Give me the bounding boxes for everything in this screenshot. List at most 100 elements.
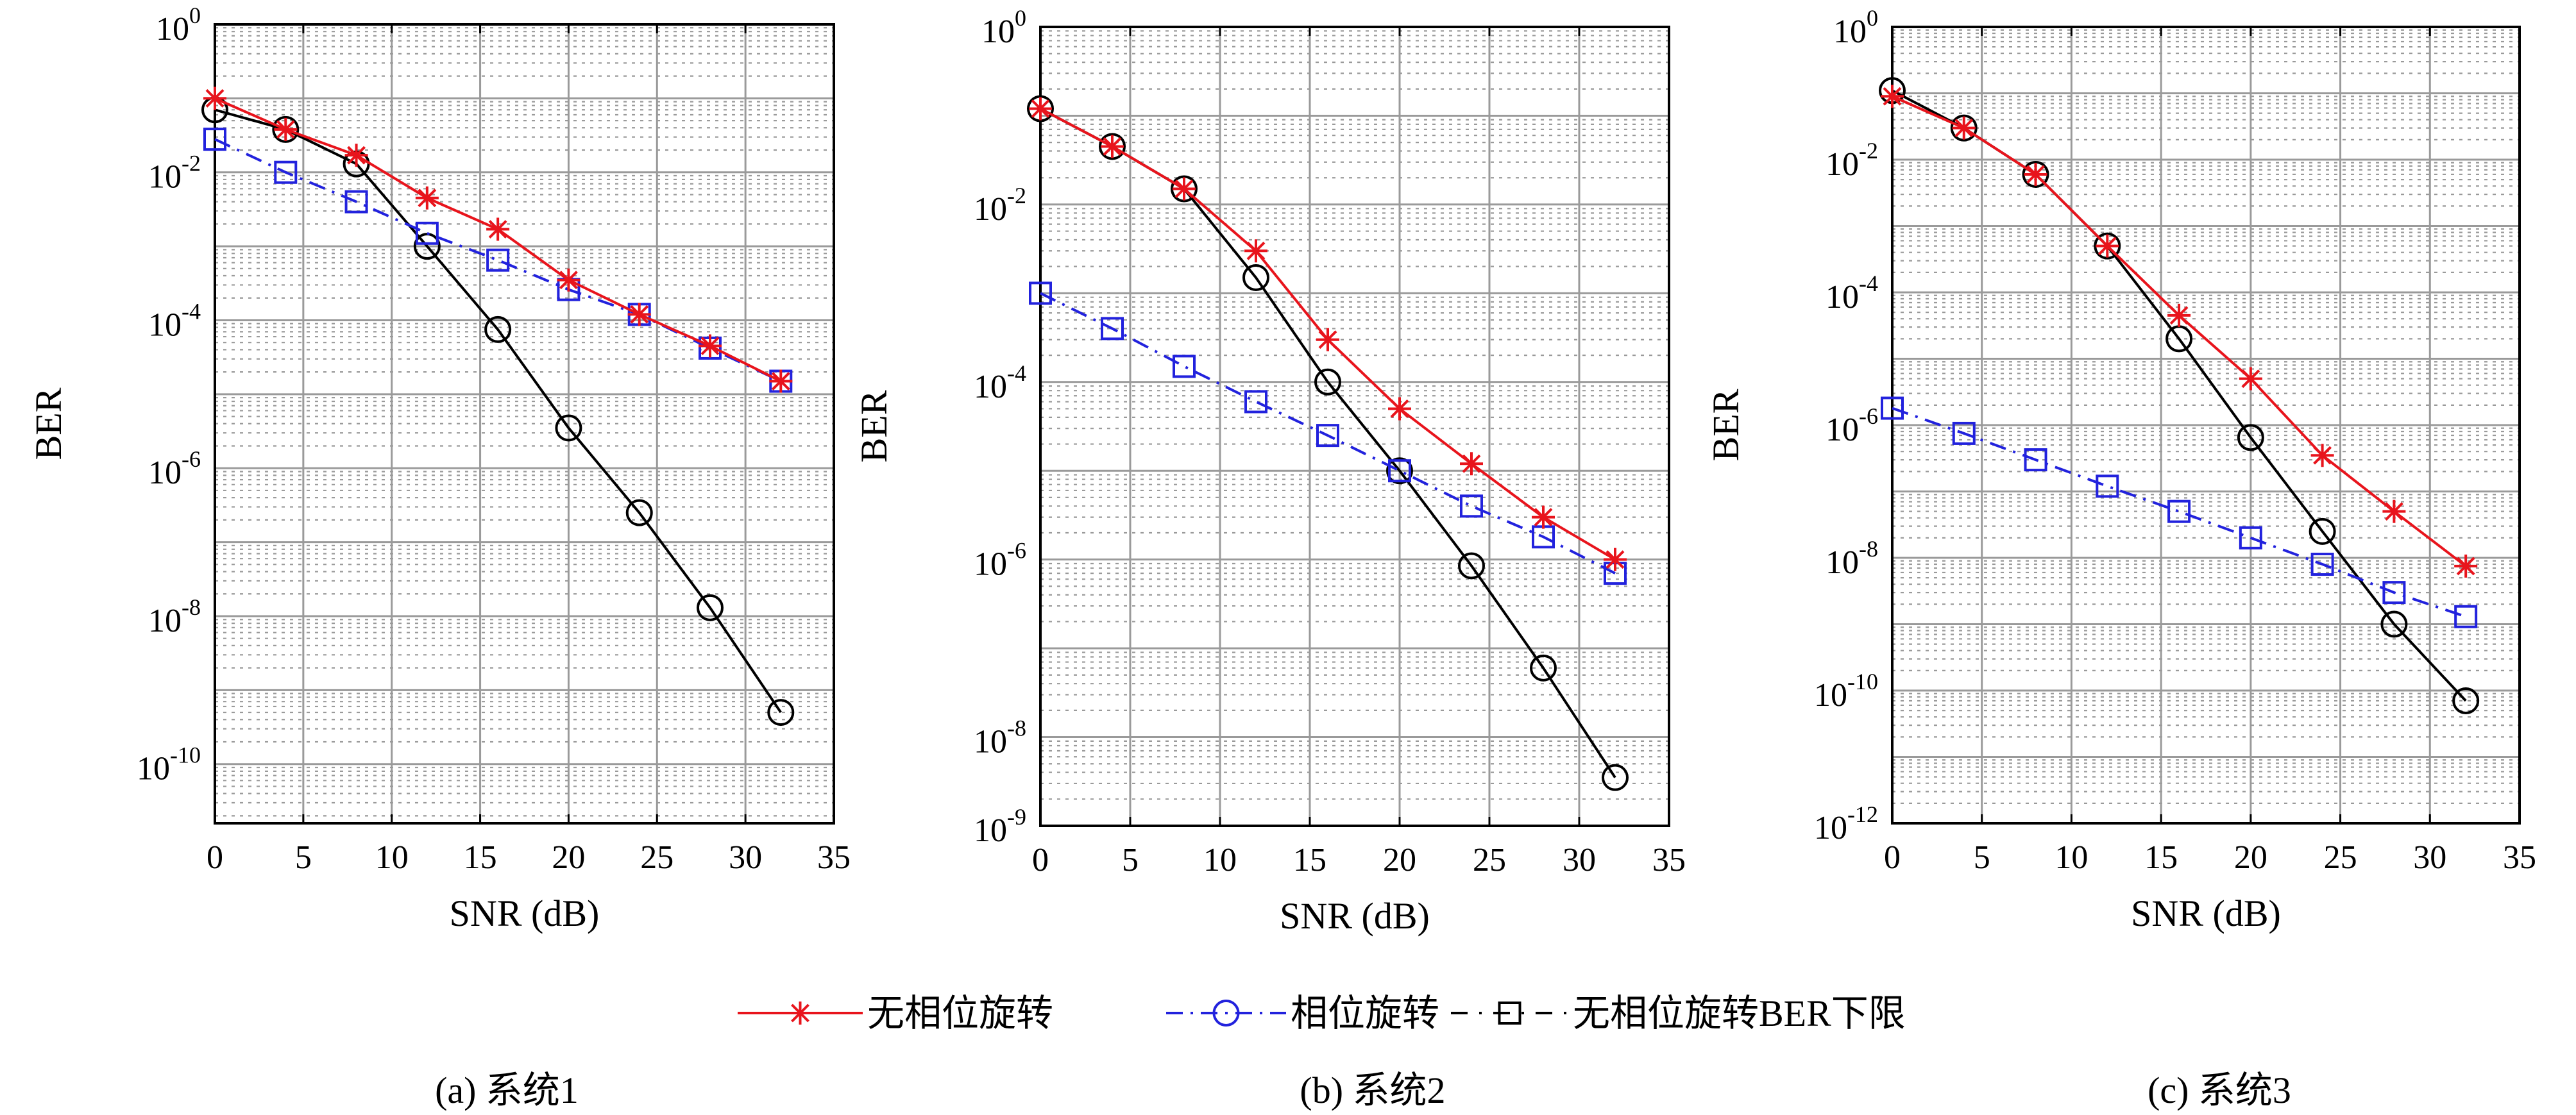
data-point — [203, 87, 226, 110]
data-point — [1027, 95, 1054, 122]
data-point — [1099, 133, 1126, 160]
y-tick-label: 10-8 — [148, 594, 201, 639]
data-point — [1460, 452, 1483, 476]
x-axis-label: SNR (dB) — [450, 893, 600, 934]
y-tick-label: 100 — [1833, 5, 1878, 50]
y-axis-label: BER — [853, 390, 895, 462]
chart-panel-2: 0 5 10 15 20 25 30 35 100 10-2 10-4 10-6 10-8 10-9 SNR… — [853, 5, 1686, 1111]
data-point — [1316, 424, 1339, 448]
y-tick-label: 10-12 — [1814, 801, 1878, 846]
x-tick-label: 15 — [1293, 842, 1326, 878]
data-point — [2380, 610, 2408, 638]
series-bound — [1879, 77, 2480, 715]
x-axis-label: SNR (dB) — [1280, 895, 1430, 937]
data-point — [2309, 517, 2336, 545]
data-point — [1881, 396, 1904, 420]
series-rotation — [1029, 281, 1627, 585]
x-tick-label: 25 — [1473, 842, 1506, 878]
data-point — [1386, 457, 1413, 485]
series-rotation — [1881, 396, 2478, 628]
x-tick-label: 10 — [375, 839, 409, 876]
legend-marker — [1212, 1000, 1240, 1027]
data-point — [486, 217, 510, 241]
x-tick-label: 25 — [640, 839, 674, 876]
grid — [1039, 26, 1670, 827]
data-point — [1029, 97, 1052, 121]
plot-frame — [214, 23, 835, 825]
panel-caption: (b) 系统2 — [1300, 1069, 1445, 1111]
data-point — [1950, 114, 1978, 142]
data-point — [2024, 448, 2047, 472]
legend-item-no-rotation: 无相位旋转 — [738, 993, 1053, 1034]
data-point — [2094, 232, 2121, 260]
data-point — [627, 303, 651, 326]
data-point — [1316, 328, 1339, 351]
data-point — [555, 414, 582, 442]
y-tick-label: 10-4 — [1826, 271, 1878, 315]
data-point — [1029, 281, 1052, 305]
x-tick-label: 30 — [2413, 839, 2446, 876]
data-point — [2024, 162, 2047, 186]
y-axis-label: BER — [1705, 389, 1747, 461]
series-no-rotation — [1881, 85, 2478, 578]
data-point — [1532, 505, 1555, 529]
legend-item-bound: 无相位旋转BER下限 — [1451, 993, 1906, 1034]
x-tick-label: 35 — [1652, 842, 1686, 878]
x-tick-label: 35 — [2503, 839, 2536, 876]
series-bound — [201, 96, 795, 726]
series-line — [1892, 89, 2467, 702]
data-point — [1952, 421, 1976, 445]
data-point — [486, 248, 510, 272]
series-line — [214, 108, 782, 714]
x-tick-label: 35 — [817, 839, 851, 876]
data-point — [1244, 239, 1267, 263]
panel-caption: (a) 系统1 — [435, 1069, 579, 1111]
data-point — [1173, 177, 1196, 201]
data-point — [1881, 85, 1904, 108]
x-tick-label: 20 — [552, 839, 585, 876]
data-point — [1388, 459, 1411, 483]
x-tick-label: 20 — [2234, 839, 2267, 876]
legend-item-rotation: 相位旋转 — [1166, 993, 1439, 1034]
data-point — [697, 594, 724, 621]
y-tick-label: 100 — [156, 3, 201, 47]
grid — [214, 23, 835, 823]
legend-label: 无相位旋转 — [867, 993, 1053, 1034]
series-no-rotation — [1029, 97, 1627, 571]
y-tick-label: 10-2 — [1826, 138, 1878, 183]
legend-marker — [1498, 1002, 1521, 1025]
x-tick-label: 10 — [2055, 839, 2088, 876]
x-tick-label: 5 — [1974, 839, 1990, 876]
y-tick-label: 10-6 — [1826, 403, 1878, 448]
x-tick-label: 0 — [1884, 839, 1901, 876]
data-point — [1458, 552, 1485, 580]
data-point — [2310, 553, 2334, 576]
x-tick-label: 0 — [207, 839, 223, 876]
legend-label: 相位旋转 — [1291, 993, 1439, 1034]
data-point — [767, 699, 795, 726]
data-point — [769, 369, 793, 393]
data-point — [1602, 764, 1629, 791]
data-point — [1952, 116, 1976, 140]
data-point — [699, 334, 722, 358]
x-tick-label: 5 — [295, 839, 312, 876]
data-point — [2096, 234, 2119, 258]
x-tick-label: 15 — [464, 839, 497, 876]
x-tick-label: 30 — [1563, 842, 1596, 878]
data-point — [1242, 264, 1269, 291]
grid — [1891, 26, 2521, 825]
y-axis-label: BER — [28, 387, 69, 460]
data-point — [415, 186, 439, 210]
data-point — [274, 160, 298, 184]
data-point — [1604, 548, 1627, 571]
data-point — [1171, 175, 1198, 203]
data-point — [1460, 494, 1483, 518]
data-point — [2452, 687, 2480, 715]
data-point — [625, 499, 653, 526]
data-point — [2454, 605, 2478, 628]
x-tick-label: 15 — [2144, 839, 2178, 876]
series-line — [1040, 292, 1616, 574]
x-tick-label: 25 — [2324, 839, 2357, 876]
data-point — [2454, 554, 2478, 578]
data-point — [2382, 581, 2406, 605]
